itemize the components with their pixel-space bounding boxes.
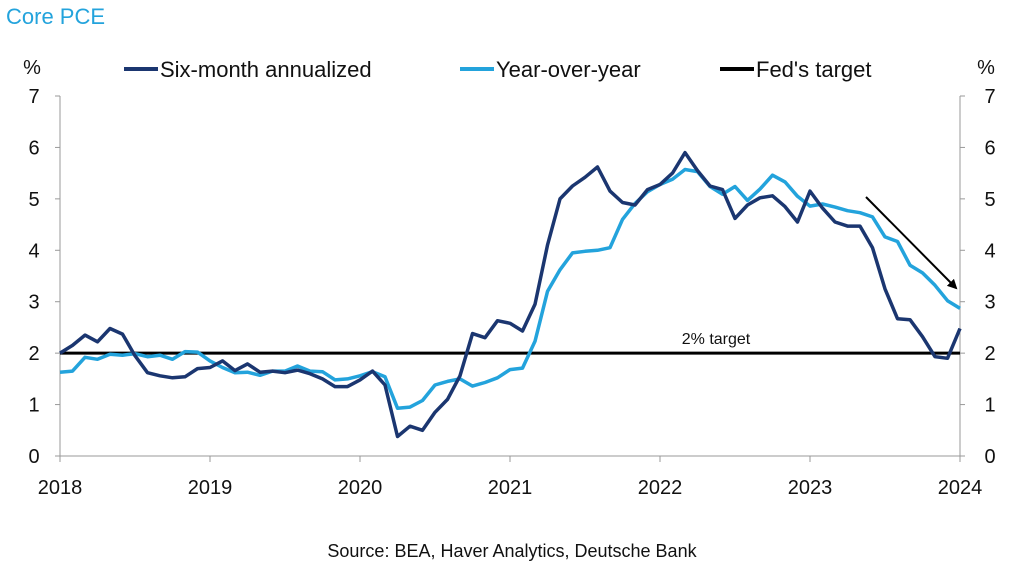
y-tick-label-left: 2: [28, 343, 39, 365]
legend-label: Six-month annualized: [160, 57, 372, 82]
series-line-yoy: [59, 167, 961, 410]
y-tick-label-right: 2: [984, 343, 995, 365]
axes: 0 0 1 1 2 2 3 3 4 4 5 5 6 6 7 7% % 2018 2019 2020 2021 2022 20…: [23, 57, 995, 499]
legend-label: Fed's target: [756, 57, 871, 82]
y-axis-unit-left: %: [23, 57, 41, 79]
target-line-group: 2% target: [60, 331, 960, 355]
annotations: [865, 196, 958, 290]
y-tick-label-left: 0: [28, 446, 39, 468]
legend: Six-month annualized Year-over-year Fed's …: [124, 57, 871, 82]
chart-title: Core PCE: [6, 4, 106, 29]
y-tick-label-left: 5: [28, 189, 39, 211]
source-note: Source: BEA, Haver Analytics, Deutsche B…: [327, 541, 697, 561]
legend-label: Year-over-year: [496, 57, 641, 82]
y-tick-label-right: 7: [984, 86, 995, 108]
y-tick-label-right: 6: [984, 137, 995, 159]
x-tick-label: 2022: [638, 477, 683, 499]
y-axis-unit-right: %: [977, 57, 995, 79]
y-tick-label-right: 5: [984, 189, 995, 211]
y-tick-label-left: 3: [28, 292, 39, 314]
legend-fed-target: Fed's target: [720, 57, 871, 82]
y-tick-label-left: 4: [28, 240, 39, 262]
y-tick-label-right: 0: [984, 446, 995, 468]
series-line-six-month: [59, 150, 962, 439]
x-tick-label: 2020: [338, 477, 383, 499]
y-tick-label-right: 4: [984, 240, 995, 262]
x-tick-label: 2023: [788, 477, 833, 499]
legend-yoy: Year-over-year: [460, 57, 641, 82]
downtrend-arrow: [865, 196, 958, 290]
series-lines: [59, 150, 962, 439]
x-tick-label: 2018: [38, 477, 83, 499]
y-tick-label-right: 3: [984, 292, 995, 314]
y-tick-label-right: 1: [984, 395, 995, 417]
x-tick-label: 2024: [938, 477, 983, 499]
target-annotation-label: 2% target: [682, 331, 751, 348]
y-tick-label-left: 6: [28, 137, 39, 159]
legend-six-month: Six-month annualized: [124, 57, 372, 82]
y-tick-label-left: 1: [28, 395, 39, 417]
x-tick-label: 2019: [188, 477, 233, 499]
x-tick-label: 2021: [488, 477, 533, 499]
y-tick-label-left: 7: [28, 86, 39, 108]
